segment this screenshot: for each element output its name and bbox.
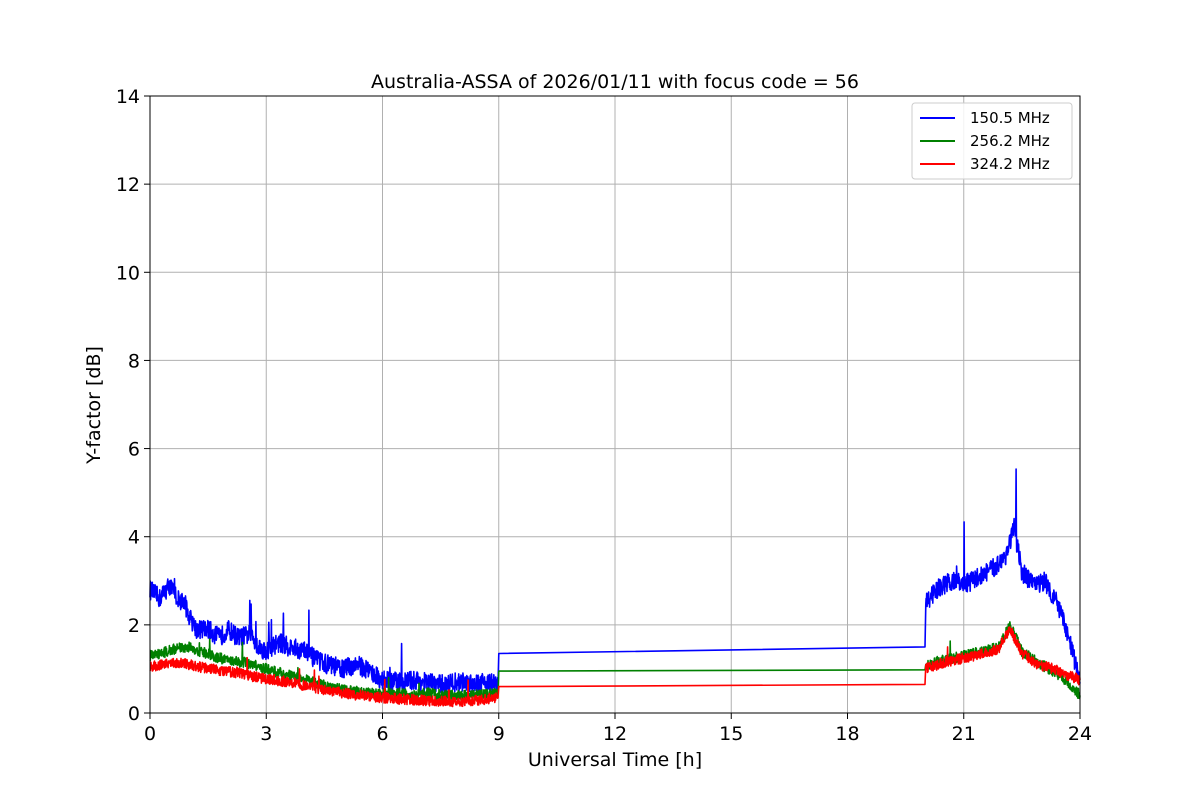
legend-entry-324-2: 324.2 MHz xyxy=(920,155,1050,173)
legend-box xyxy=(911,102,1073,180)
legend-label: 324.2 MHz xyxy=(970,155,1050,173)
y-axis-label: Y-factor [dB] xyxy=(83,346,105,465)
y-tick-label: 10 xyxy=(116,262,140,284)
series-line-0 xyxy=(149,468,1081,694)
series-line-1 xyxy=(149,621,1081,702)
y-tick-label: 6 xyxy=(128,439,140,461)
x-tick-label: 18 xyxy=(835,723,859,745)
x-tick-label: 3 xyxy=(260,723,272,745)
legend-label: 256.2 MHz xyxy=(970,132,1050,150)
legend-entry-256-2: 256.2 MHz xyxy=(920,132,1050,150)
y-tick-label: 8 xyxy=(128,350,140,372)
x-tick-label: 0 xyxy=(144,723,156,745)
grid xyxy=(149,95,1081,714)
series-layer xyxy=(149,468,1081,708)
x-tick-label: 15 xyxy=(719,723,743,745)
legend-entry-150-5: 150.5 MHz xyxy=(920,109,1050,127)
chart-title: Australia-ASSA of 2026/01/11 with focus … xyxy=(371,71,859,93)
x-tick-label: 6 xyxy=(376,723,388,745)
y-tick-label: 0 xyxy=(128,703,140,725)
x-tick-label: 24 xyxy=(1068,723,1092,745)
x-axis-label: Universal Time [h] xyxy=(528,749,702,771)
x-tick-label: 9 xyxy=(493,723,505,745)
y-tick-label: 4 xyxy=(128,527,140,549)
x-tick-label: 21 xyxy=(952,723,976,745)
y-tick-label: 12 xyxy=(116,174,140,196)
legend: 150.5 MHz 256.2 MHz 324.2 MHz xyxy=(911,102,1073,180)
y-tick-label: 2 xyxy=(128,615,140,637)
legend-label: 150.5 MHz xyxy=(970,109,1050,127)
y-tick-label: 14 xyxy=(116,86,140,108)
series-line-2 xyxy=(149,626,1081,708)
x-tick-label: 12 xyxy=(603,723,627,745)
